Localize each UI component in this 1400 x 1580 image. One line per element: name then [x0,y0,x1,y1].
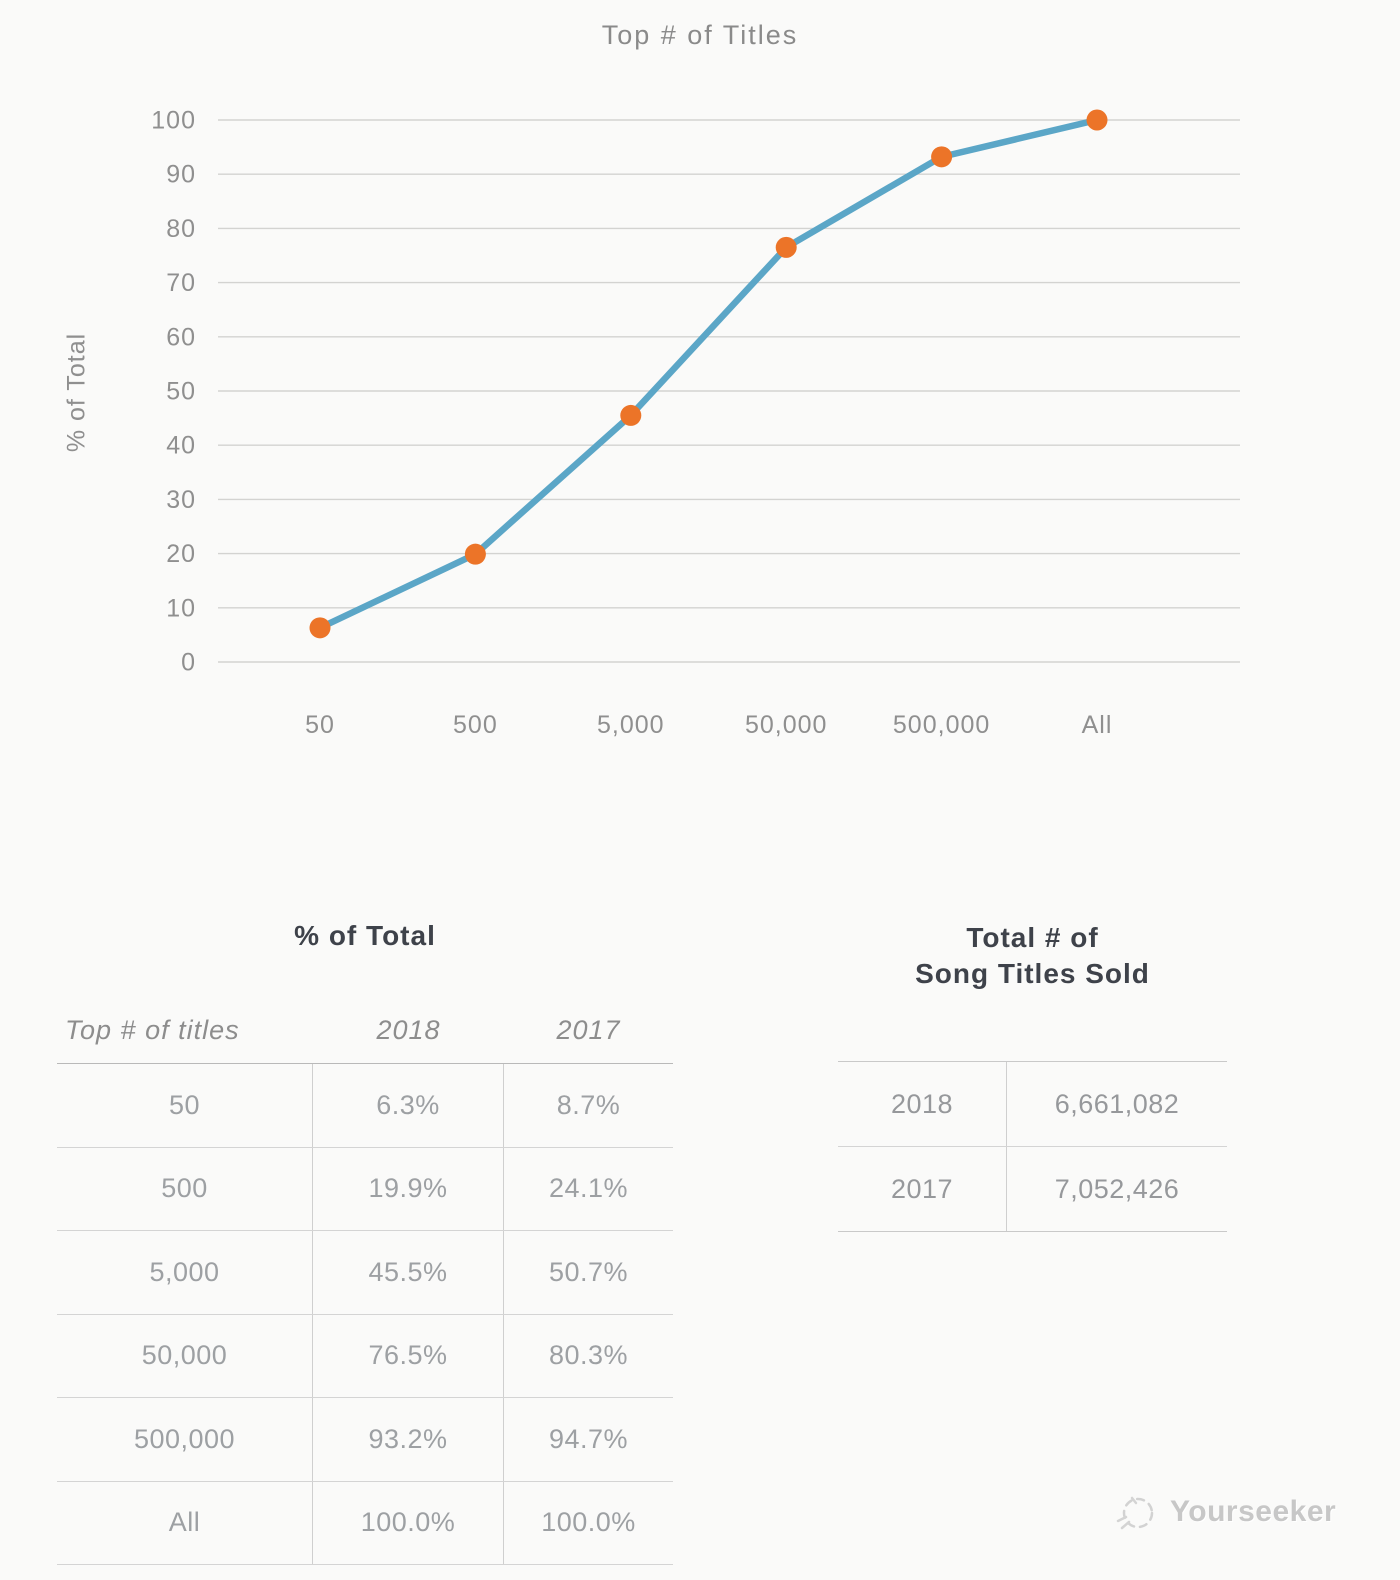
totals-title-line1: Total # of [966,922,1099,953]
table-row: 50 6.3% 8.7% [57,1064,673,1148]
table-row: All 100.0% 100.0% [57,1481,673,1565]
table-cell: 100.0% [313,1481,504,1564]
table-cell: 8.7% [556,1089,621,1120]
table-cell-value: 7,052,426 [1054,1173,1180,1204]
line-chart: 0 10 20 30 40 50 60 70 80 90 100 50 500 5,000 50,000 50… [151,107,1240,739]
table-cell: 93.2% [313,1398,504,1481]
table-cell: 19.9% [313,1147,504,1230]
data-point-marker [309,617,331,639]
y-tick-label: 60 [166,323,196,351]
x-tick-label: 500 [453,711,498,739]
table-cell: 500,000 [57,1398,313,1481]
table-cell: 6.3% [313,1064,504,1147]
table-row: 50,000 76.5% 80.3% [57,1314,673,1398]
table-cell: All [57,1481,313,1564]
percent-table-title: % of Total [294,920,436,951]
data-point-marker [1086,109,1108,131]
chart-title: Top # of Titles [601,20,799,50]
y-tick-label: 100 [151,107,196,135]
column-header: 2018 [376,1014,441,1045]
table-row: 5,000 45.5% 50.7% [57,1231,673,1315]
y-tick-label: 80 [166,215,196,243]
table-cell: 94.7% [548,1423,629,1454]
table-cell: 50.7% [548,1256,629,1287]
table-row: 2018 6,661,082 [838,1062,1227,1147]
table-cell: 5,000 [57,1231,313,1314]
table-cell: 50,000 [57,1314,313,1397]
series-line-2018 [316,116,1101,632]
table-cell-value: 6,661,082 [1054,1088,1180,1119]
percent-table-header: Top # of titles 2018 2017 [57,1000,673,1060]
totals-table-title: Total # of Song Titles Sold [838,920,1227,992]
watermark: Yourseeker [1112,1488,1336,1536]
y-tick-label: 30 [166,486,196,514]
table-cell: 24.1% [548,1173,629,1204]
percent-table: 50 6.3% 8.7% 500 19.9% 24.1% 5,000 45.5%… [57,1063,673,1565]
y-tick-label: 50 [166,378,196,406]
x-tick-label: 500,000 [893,711,990,739]
column-header: 2017 [556,1014,621,1045]
data-point-marker [620,404,642,426]
data-point-marker [775,236,797,258]
table-row: 500 19.9% 24.1% [57,1147,673,1231]
sketch-logo-icon [1116,1496,1154,1530]
y-tick-label: 10 [166,594,196,622]
table-cell: 100.0% [541,1507,636,1538]
table-cell: 76.5% [313,1314,504,1397]
table-cell: 50 [57,1064,313,1147]
table-cell: 80.3% [548,1340,629,1371]
table-cell-year: 2018 [838,1062,1007,1146]
x-tick-label: 5,000 [597,711,665,739]
y-tick-label: 40 [166,432,196,460]
data-point-marker [931,146,953,168]
table-row: 500,000 93.2% 94.7% [57,1398,673,1482]
y-tick-label: 90 [166,161,196,189]
totals-table: 2018 6,661,082 2017 7,052,426 [838,1061,1227,1232]
x-tick-label: 50,000 [745,711,827,739]
table-cell: 45.5% [313,1231,504,1314]
table-cell-year: 2017 [838,1147,1007,1231]
data-point-marker [464,543,486,565]
table-row: 2017 7,052,426 [838,1147,1227,1231]
column-header: Top # of titles [65,1014,240,1045]
x-tick-label: 50 [305,711,335,739]
watermark-label: Yourseeker [1170,1495,1337,1528]
y-tick-label: 0 [181,649,196,677]
x-tick-label: All [1082,711,1113,739]
table-cell: 500 [57,1147,313,1230]
y-tick-label: 70 [166,269,196,297]
y-tick-label: 20 [166,540,196,568]
totals-title-line2: Song Titles Sold [915,958,1150,989]
